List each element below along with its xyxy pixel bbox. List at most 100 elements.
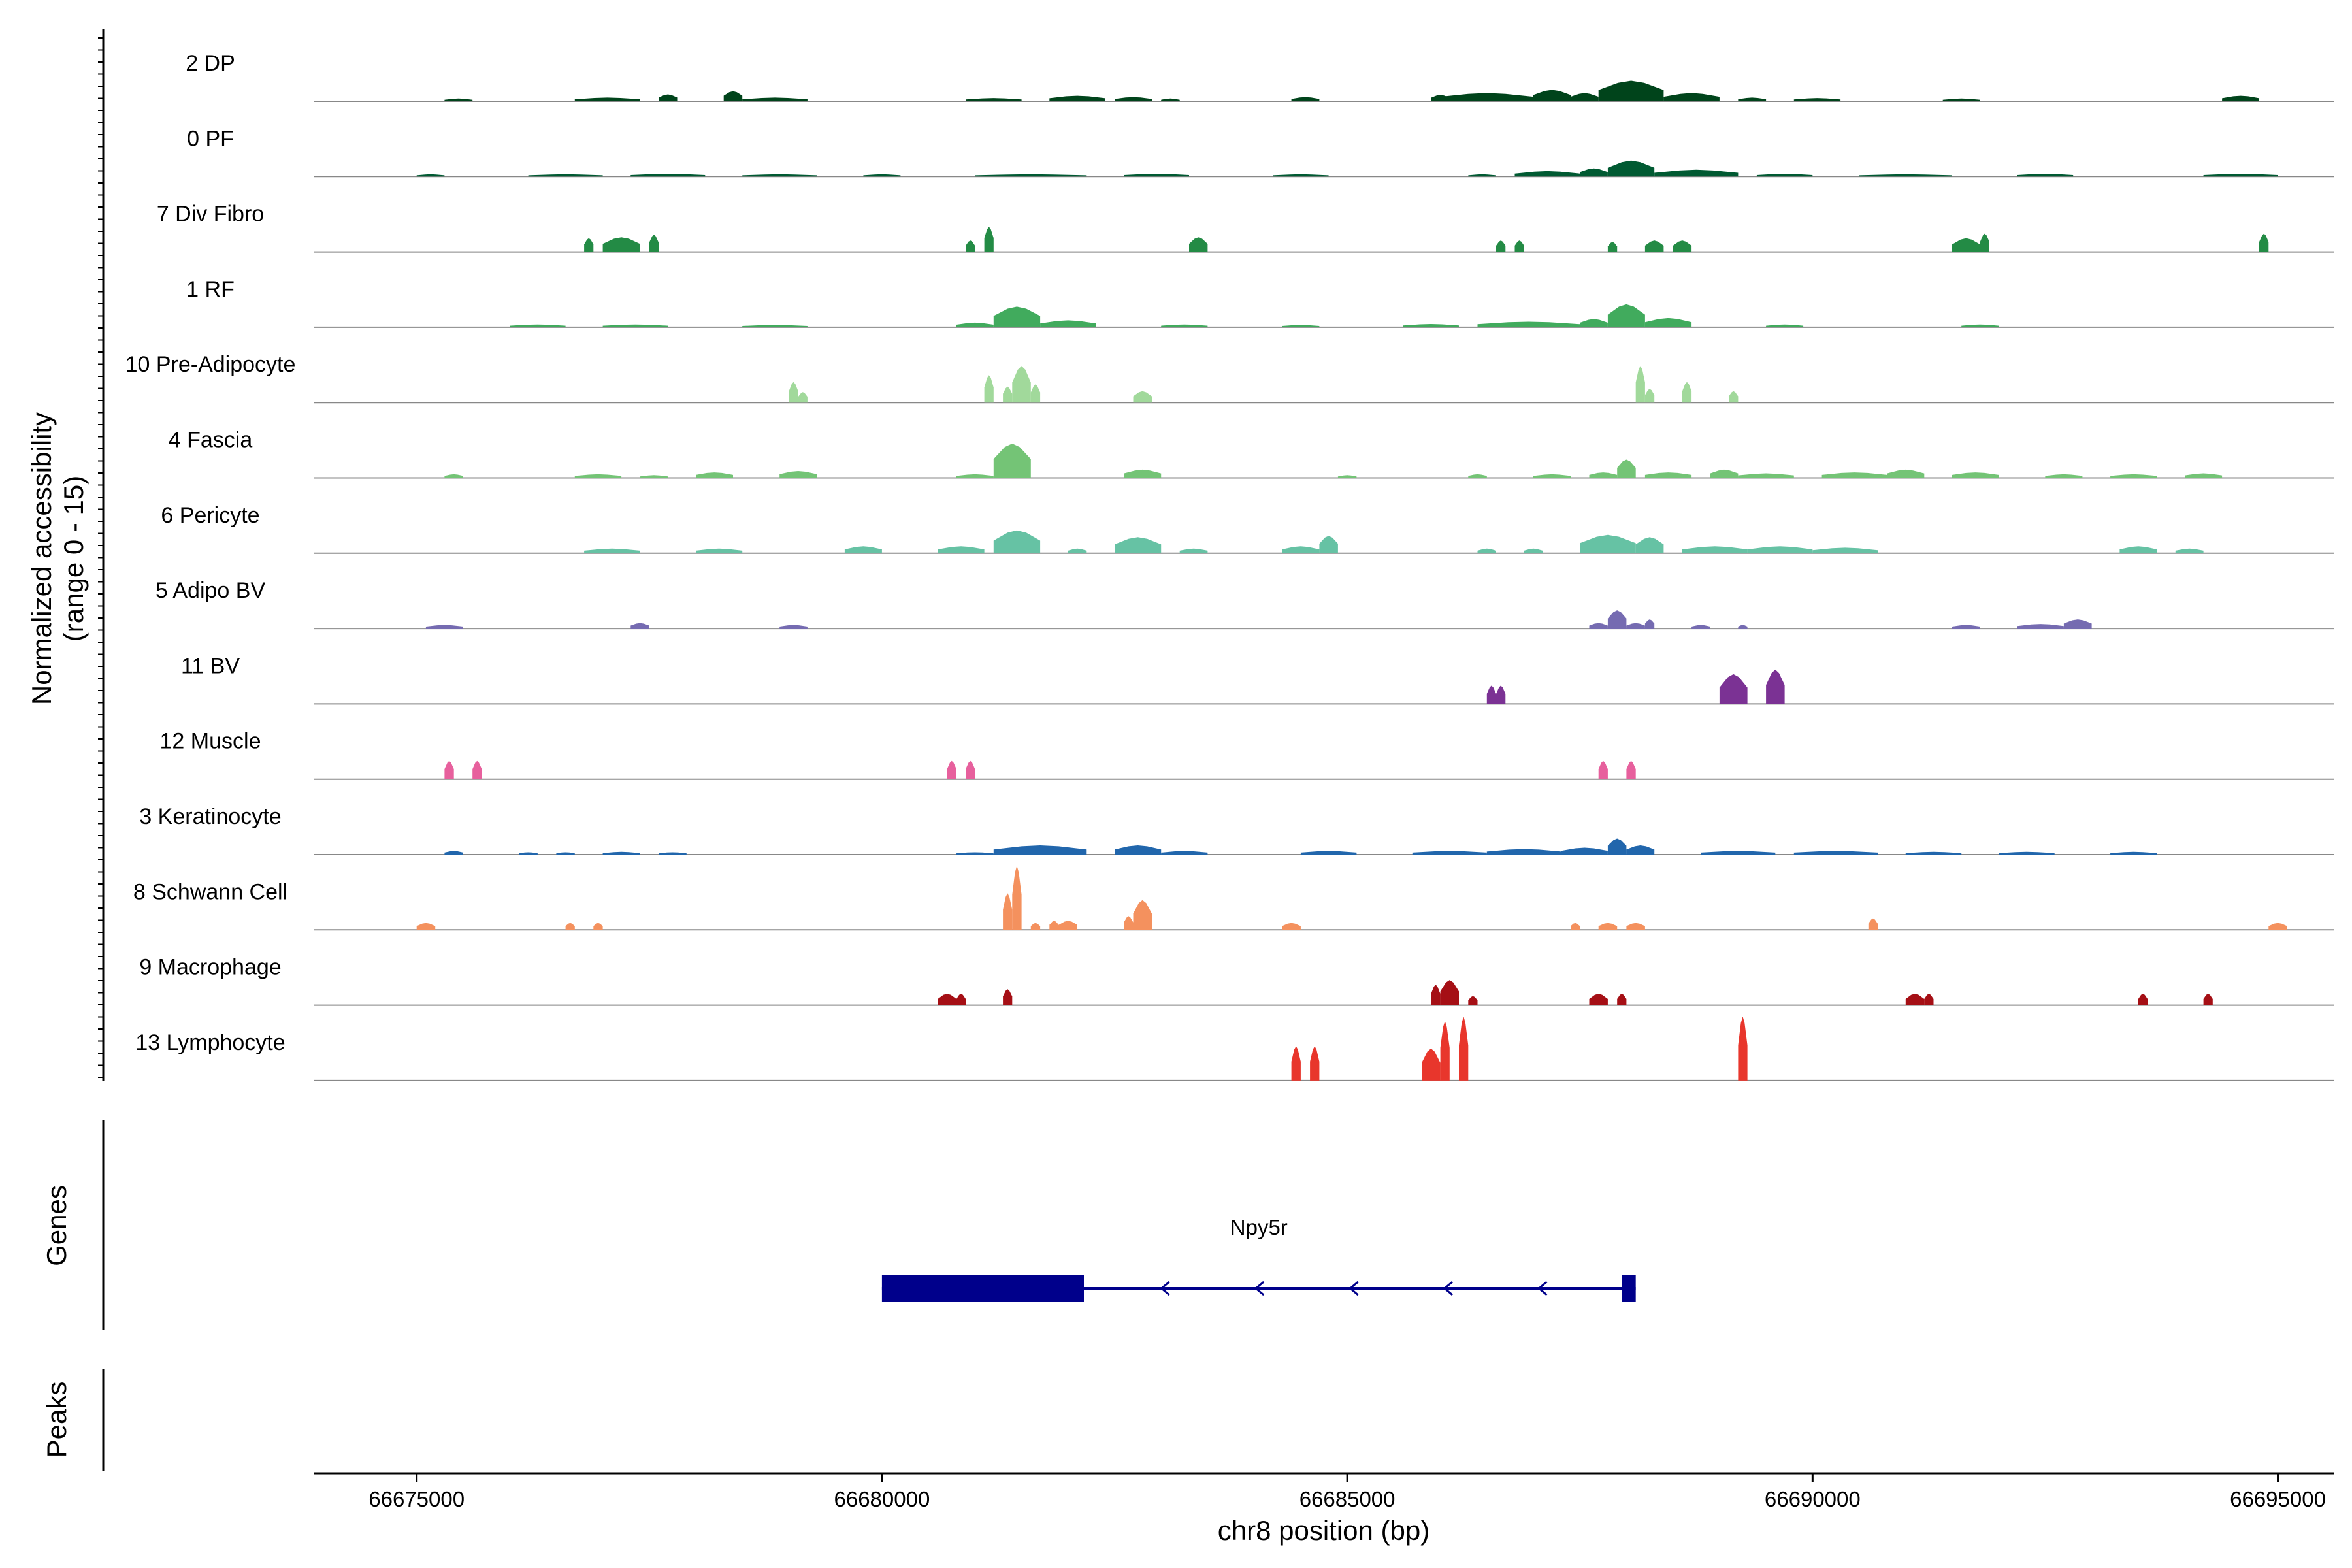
coverage-peak [1403, 324, 1459, 327]
coverage-peak [416, 923, 436, 930]
track-13: 13 Lymphocyte [135, 1016, 2334, 1081]
coverage-peak [984, 227, 994, 252]
coverage-peak [1617, 994, 1627, 1005]
coverage-peak [1738, 473, 1794, 478]
coverage-peak [649, 235, 659, 252]
coverage-peak [1626, 845, 1655, 855]
coverage-peak [1821, 472, 1887, 478]
coverage-peak [1961, 324, 1999, 327]
coverage-peak [2203, 174, 2278, 177]
coverage-peak [696, 548, 743, 553]
track-1: 0 PF [187, 126, 2334, 178]
coverage-peak [444, 851, 463, 855]
coverage-peak [798, 392, 808, 403]
track-label: 2 DP [186, 51, 235, 76]
coverage-peak [1942, 98, 1980, 101]
coverage-peak [1477, 548, 1496, 553]
coverage-peak [1440, 1021, 1450, 1081]
coverage-peak [1468, 474, 1487, 478]
coverage-peak [956, 994, 966, 1005]
track-9: 12 Muscle [160, 729, 2334, 780]
coverage-peak [956, 322, 994, 327]
coverage-peak [1486, 849, 1561, 855]
x-tick-label: 66695000 [2230, 1487, 2326, 1511]
track-label: 1 RF [186, 277, 235, 302]
track-7: 5 Adipo BV [155, 578, 2334, 630]
coverage-peak [1300, 851, 1357, 855]
coverage-peak [2110, 474, 2157, 478]
coverage-peak [1607, 838, 1627, 855]
coverage-peak [1161, 324, 1208, 327]
coverage-peak [416, 174, 445, 177]
coverage-peak [565, 923, 575, 930]
strand-arrow [1160, 1281, 1170, 1296]
coverage-peak [1115, 845, 1162, 855]
coverage-peak [1952, 472, 1999, 478]
track-5: 4 Fascia [169, 428, 2334, 479]
track-label: 5 Adipo BV [155, 578, 266, 603]
coverage-peak [602, 237, 640, 252]
coverage-peak [1598, 80, 1664, 101]
coverage-peak [1124, 469, 1162, 478]
coverage-peak [1952, 625, 1980, 629]
coverage-peak [1626, 760, 1636, 779]
coverage-peak [984, 375, 994, 403]
coverage-peak [947, 760, 956, 779]
coverage-peak [1793, 98, 1841, 101]
coverage-peak [1589, 472, 1618, 478]
x-tick-label: 66680000 [834, 1487, 930, 1511]
coverage-peak [1738, 625, 1748, 629]
coverage-peak [1459, 1016, 1469, 1081]
coverage-peak [2138, 994, 2148, 1005]
track-4: 10 Pre-Adipocyte [125, 352, 2334, 404]
coverage-peak [2119, 546, 2157, 553]
x-ticks: 66675000 66680000 66685000 66690000 66695000 [368, 1473, 2326, 1511]
coverage-peak [1701, 851, 1776, 855]
peaks-panel-title: Peaks [41, 1382, 72, 1458]
coverage-peak [1887, 469, 1925, 478]
coverage-peak [602, 851, 640, 855]
coverage-peak [472, 760, 482, 779]
coverage-peak [1561, 847, 1608, 855]
coverage-peak [1337, 475, 1357, 478]
coverage-peak [2259, 233, 2269, 252]
coverage-peak [993, 306, 1041, 327]
y-minor-ticks [98, 37, 103, 1078]
coverage-peak [584, 548, 640, 553]
coverage-peak [574, 97, 640, 101]
x-axis: 66675000 66680000 66685000 66690000 66695000 [314, 1472, 2334, 1511]
genes-panel-title: Genes [41, 1185, 72, 1266]
coverage-peak [1644, 472, 1692, 478]
track-2: 7 Div Fibro [157, 202, 2334, 253]
track-label: 4 Fascia [169, 428, 253, 453]
coverage-peak [1049, 95, 1105, 101]
coverage-peak [2175, 548, 2204, 553]
coverage-peak [1440, 980, 1459, 1005]
coverage-peak [1644, 318, 1692, 327]
x-axis-title: chr8 position (bp) [1218, 1515, 1430, 1546]
coverage-peak [1766, 669, 1785, 704]
coverage-peak [510, 324, 566, 327]
coverage-peak [1756, 174, 1813, 177]
coverage-peak [966, 240, 975, 252]
coverage-peak [1626, 623, 1645, 629]
coverage-peak [742, 97, 808, 101]
coverage-peak [966, 760, 975, 779]
coverage-peak [1440, 93, 1533, 101]
coverage-peak [1571, 923, 1580, 930]
coverage-peak [1905, 851, 1962, 855]
coverage-peak [1868, 918, 1878, 930]
coverage-peak [1030, 923, 1041, 930]
track-3: 1 RF [186, 277, 2334, 328]
coverage-peak [1040, 320, 1096, 327]
coverage-peak [1747, 546, 1813, 553]
track-label: 9 Macrophage [139, 955, 281, 980]
coverage-peak [2017, 174, 2074, 177]
y-axis [98, 29, 105, 1081]
coverage-peak [425, 625, 463, 629]
coverage-peak [742, 174, 817, 177]
coverage-peak [659, 94, 678, 101]
coverage-peak [723, 91, 743, 101]
coverage-peak [1635, 366, 1645, 403]
coverage-peak [1710, 469, 1739, 478]
